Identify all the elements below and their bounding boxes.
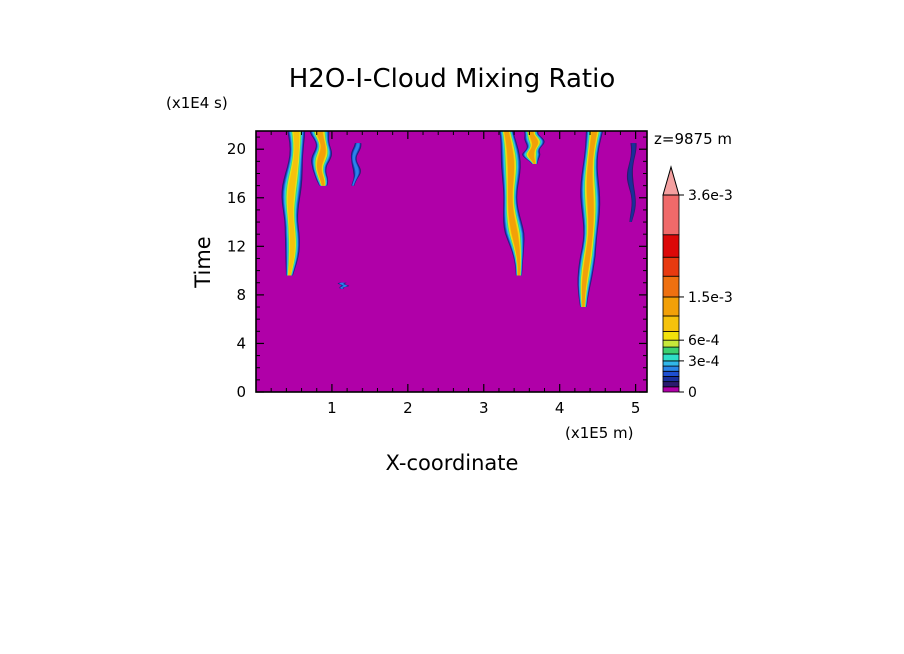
colorbar-label: 6e-4: [688, 333, 720, 349]
colorbar-swatch: [662, 194, 680, 236]
contour-band: [339, 282, 347, 289]
colorbar-label: 3.6e-3: [688, 188, 733, 204]
contour-band: [628, 143, 636, 222]
x-tick-label: 2: [403, 399, 413, 417]
cloud-feature: [522, 131, 545, 164]
colorbar-swatch: [662, 296, 680, 317]
colorbar: 3.6e-3 1.5e-3 6e-4 3e-4 0: [662, 165, 733, 401]
cloud-feature: [577, 131, 604, 307]
cloud-features: [281, 131, 637, 307]
y-axis-ticks: 0 4 8 12 16 20: [227, 136, 647, 401]
cloud-feature: [499, 131, 525, 276]
y-axis-label: Time: [191, 236, 215, 288]
colorbar-swatch: [662, 386, 680, 393]
colorbar-swatch: [662, 339, 680, 348]
contour-band: [504, 131, 521, 276]
colorbar-swatch: [662, 346, 680, 355]
contour-band: [316, 131, 326, 186]
colorbar-swatch: [662, 370, 680, 377]
colorbar-label: 3e-4: [688, 354, 720, 370]
x-tick-label: 4: [555, 399, 565, 417]
colorbar-swatch: [662, 376, 680, 383]
y-tick-label: 20: [227, 140, 246, 158]
level-label: z=9875 m: [654, 130, 732, 148]
x-tick-label: 5: [631, 399, 641, 417]
y-tick-label: 0: [236, 383, 246, 401]
colorbar-label: 0: [688, 385, 697, 401]
cloud-feature: [350, 143, 362, 186]
colorbar-label: 1.5e-3: [688, 290, 733, 306]
colorbar-extend-triangle: [662, 165, 680, 196]
colorbar-swatch: [662, 234, 680, 258]
colorbar-swatch: [662, 353, 680, 362]
colorbar-swatch: [662, 275, 680, 298]
y-tick-label: 12: [227, 237, 246, 255]
contour-band: [528, 131, 538, 164]
colorbar-swatch: [662, 381, 680, 388]
x-axis-ticks: 1 2 3 4 5: [270, 131, 641, 417]
chart-title: H2O-I-Cloud Mixing Ratio: [289, 64, 616, 94]
cloud-feature: [337, 282, 350, 289]
contour-band: [287, 131, 300, 276]
contour-band: [352, 143, 360, 186]
x-unit-label: (x1E5 m): [565, 424, 634, 442]
x-tick-label: 1: [327, 399, 337, 417]
colorbar-swatch: [662, 256, 680, 277]
colorbar-swatch: [662, 315, 680, 332]
colorbar-swatch: [662, 365, 680, 372]
cloud-feature: [309, 131, 332, 186]
y-tick-label: 4: [236, 334, 246, 352]
colorbar-swatch: [662, 360, 680, 367]
y-unit-label: (x1E4 s): [166, 94, 228, 112]
x-tick-label: 3: [479, 399, 489, 417]
contour-band: [581, 131, 598, 307]
y-tick-label: 8: [236, 286, 246, 304]
colorbar-swatch: [662, 331, 680, 341]
y-tick-label: 16: [227, 189, 246, 207]
cloud-feature: [626, 143, 637, 222]
x-axis-label: X-coordinate: [386, 451, 519, 475]
cloud-feature: [281, 131, 306, 276]
plot-frame: [255, 130, 648, 393]
